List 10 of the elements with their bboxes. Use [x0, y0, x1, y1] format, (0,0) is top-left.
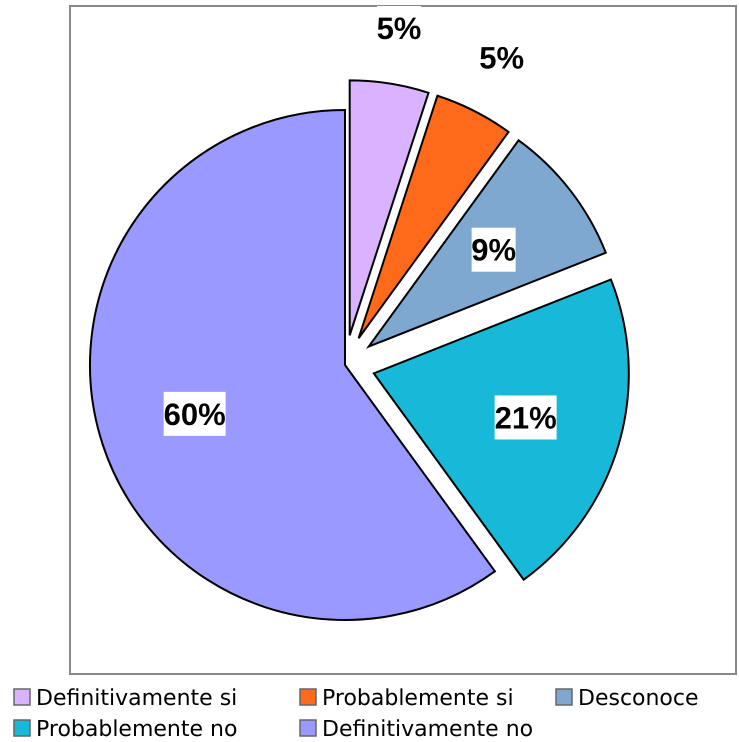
- legend-label: Definitivamente no: [322, 717, 534, 742]
- data-label: 60%: [164, 396, 226, 432]
- data-label: 9%: [471, 232, 516, 268]
- data-label: 5%: [479, 40, 524, 76]
- data-label: 5%: [376, 11, 422, 46]
- legend-label: Probablemente si: [322, 686, 514, 711]
- legend-label: Desconoce: [578, 686, 699, 711]
- legend-label: Probablemente no: [36, 717, 238, 742]
- legend-label: Definitivamente si: [36, 686, 238, 711]
- data-label: 21%: [494, 400, 557, 436]
